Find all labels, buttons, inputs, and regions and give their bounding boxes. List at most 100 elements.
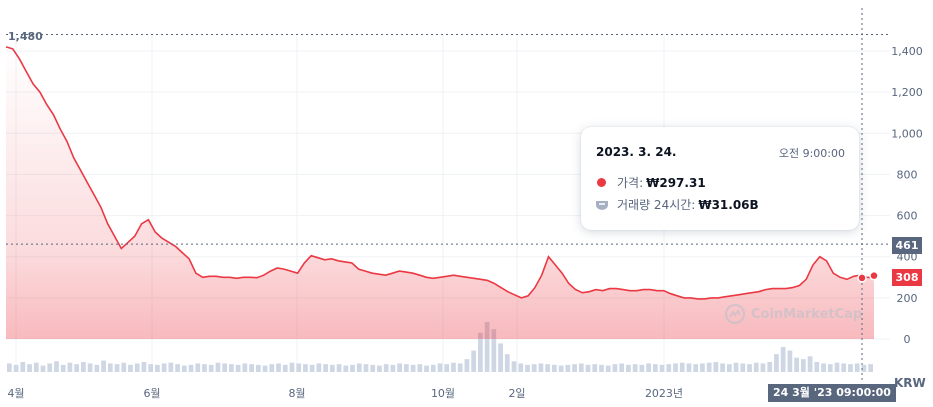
volume-bar	[74, 364, 80, 372]
volume-bar	[706, 362, 712, 372]
price-dot-icon	[597, 178, 606, 187]
tooltip-volume-value: ₩31.06B	[698, 197, 759, 212]
tooltip-time: 오전 9:00:00	[778, 147, 845, 160]
watermark-text: CoinMarketCap	[751, 306, 863, 322]
price-line	[5, 46, 875, 300]
volume-bars	[7, 322, 873, 372]
volume-bar	[478, 332, 483, 372]
volume-bar	[363, 364, 369, 372]
volume-bar	[303, 364, 308, 372]
volume-bar	[370, 364, 376, 372]
current-point	[869, 270, 879, 281]
volume-bar	[626, 364, 631, 372]
y-tick-label: 0	[904, 333, 911, 346]
volume-bar	[54, 361, 59, 372]
volume-bar	[141, 362, 147, 372]
volume-bar	[417, 364, 423, 372]
volume-bar	[323, 364, 328, 372]
hover-point	[857, 273, 867, 283]
x-tick-label: 2일	[508, 386, 525, 400]
tooltip-volume-label: 거래량 24시간:	[617, 198, 696, 212]
price-area-fill	[6, 46, 874, 340]
volume-bar	[33, 362, 39, 372]
volume-bar	[861, 364, 867, 372]
volume-bar	[350, 364, 355, 372]
volume-bar	[659, 364, 665, 372]
volume-bar	[760, 363, 766, 372]
chart-tooltip: 2023. 3. 24. 오전 9:00:00 가격: ₩297.31 거래량 …	[581, 127, 859, 230]
volume-bar	[309, 364, 315, 372]
volume-bar	[518, 363, 524, 372]
volume-bar	[269, 364, 275, 372]
volume-bar	[827, 364, 833, 372]
volume-bar	[578, 363, 584, 372]
volume-bar	[430, 364, 436, 372]
volume-bar	[60, 364, 66, 372]
crosshair	[6, 8, 890, 382]
volume-bar	[639, 364, 645, 372]
tooltip-price-row: 가격: ₩297.31	[595, 174, 706, 191]
volume-bar	[605, 365, 611, 372]
volume-bar	[868, 364, 873, 372]
volume-bar	[329, 364, 335, 372]
volume-bar	[437, 363, 443, 372]
volume-bar	[296, 363, 302, 372]
y-tick-label: 800	[897, 168, 918, 181]
volume-bar	[565, 364, 571, 372]
x-tick-label: 2023년	[645, 387, 683, 400]
volume-bar	[780, 347, 786, 372]
volume-bar	[27, 364, 32, 372]
volume-bar	[726, 364, 732, 372]
price-series-line	[5, 46, 875, 300]
volume-bar	[531, 364, 537, 372]
volume-bar	[383, 364, 389, 372]
volume-bar	[235, 364, 241, 372]
volume-bar	[632, 364, 638, 372]
volume-bar	[679, 362, 685, 372]
coinmarketcap-watermark: CoinMarketCap	[724, 303, 862, 325]
high-price-label: 1,480	[8, 30, 43, 43]
volume-bar	[161, 363, 167, 372]
volume-bar	[242, 363, 248, 372]
volume-icon	[596, 200, 608, 210]
volume-bar	[255, 364, 261, 372]
price-area	[6, 46, 874, 340]
volume-bar	[47, 363, 53, 372]
volume-bar	[451, 362, 456, 372]
volume-bar	[787, 350, 793, 372]
volume-bar	[720, 363, 725, 372]
volume-bar	[713, 362, 719, 372]
volume-bar	[276, 363, 281, 372]
volume-bar	[457, 363, 463, 372]
volume-bar	[585, 364, 591, 372]
volume-bar	[67, 362, 73, 372]
volume-bar	[81, 362, 86, 372]
volume-bar	[753, 362, 759, 372]
volume-bar	[377, 365, 382, 372]
volume-bar	[767, 362, 773, 372]
volume-bar	[101, 360, 106, 372]
volume-bar	[491, 329, 497, 372]
volume-bar	[343, 365, 349, 372]
volume-bar	[794, 357, 799, 372]
volume-bar	[7, 363, 12, 372]
volume-bar	[444, 364, 450, 372]
volume-bar	[403, 364, 409, 372]
volume-bar	[599, 364, 604, 372]
volume-bar	[800, 359, 806, 372]
volume-bar	[807, 356, 813, 372]
y-tick-label: 1,400	[891, 45, 923, 58]
volume-bar	[686, 363, 692, 372]
tooltip-price-label: 가격:	[617, 176, 644, 190]
coinmarketcap-logo-icon	[724, 303, 746, 325]
crosshair-price-badge: 461	[892, 237, 922, 254]
tooltip-price-value: ₩297.31	[646, 175, 706, 190]
volume-bar	[282, 364, 288, 372]
volume-bar	[208, 364, 214, 372]
volume-bar	[148, 364, 154, 372]
volume-bar	[168, 362, 174, 372]
volume-bar	[558, 365, 564, 372]
volume-bar	[40, 365, 46, 372]
volume-bar	[128, 364, 133, 372]
